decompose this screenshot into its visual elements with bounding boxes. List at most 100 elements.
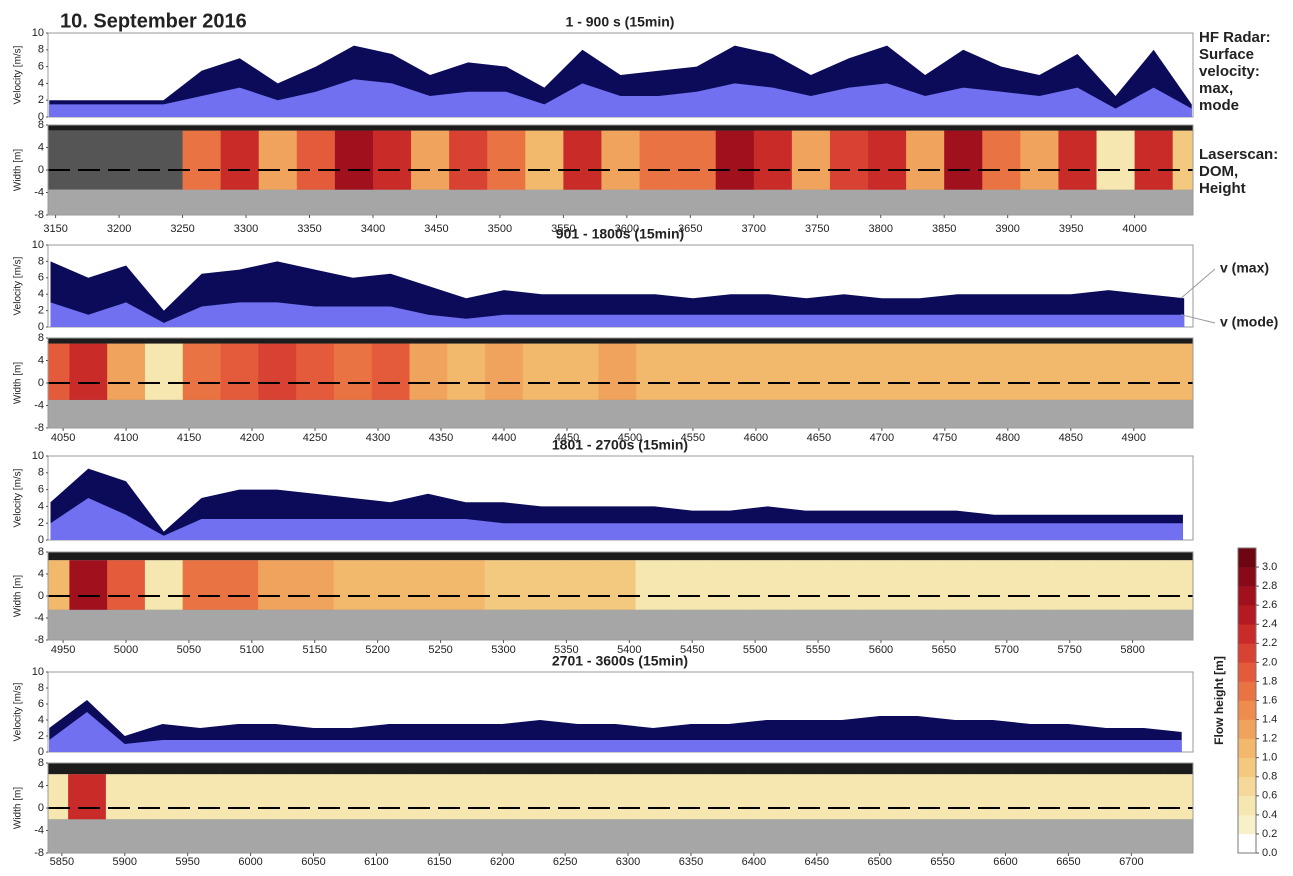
- y-axis-label: Velocity [m/s]: [13, 468, 24, 527]
- flow-cell: [640, 131, 679, 190]
- y-tick-label: 2: [38, 730, 44, 742]
- colorbar-bin: [1238, 815, 1256, 834]
- x-tick-label: 5300: [491, 644, 515, 656]
- flow-cell: [1125, 774, 1163, 819]
- x-tick-label: 5800: [1120, 644, 1144, 656]
- annotation: Height: [1199, 180, 1246, 197]
- flow-cell: [221, 344, 259, 400]
- flow-cell: [1163, 774, 1201, 819]
- y-axis-label: Velocity [m/s]: [13, 256, 24, 315]
- flow-cell: [297, 131, 336, 190]
- flow-cell: [598, 344, 636, 400]
- x-tick-label: 5600: [869, 644, 893, 656]
- y-tick-label: -4: [34, 186, 44, 198]
- colorbar-bin: [1238, 796, 1256, 815]
- colorbar-bin: [1238, 586, 1256, 605]
- flow-cell: [563, 131, 602, 190]
- x-tick-label: 4700: [870, 432, 894, 444]
- flow-cell: [824, 560, 862, 610]
- flow-cell: [1013, 560, 1051, 610]
- y-tick-label: 0: [38, 590, 44, 602]
- flow-cell: [1090, 344, 1128, 400]
- flow-cell: [712, 344, 750, 400]
- flow-cell: [145, 560, 183, 610]
- flow-cell: [409, 560, 447, 610]
- flow-cell: [370, 774, 408, 819]
- y-tick-label: 6: [38, 484, 44, 496]
- y-tick-label: 2: [38, 94, 44, 106]
- y-tick-label: 2: [38, 517, 44, 529]
- y-tick-label: 8: [38, 119, 44, 131]
- flow-cell: [560, 560, 598, 610]
- flow-cell: [716, 131, 755, 190]
- colorbar-tick-label: 3.0: [1262, 561, 1277, 573]
- flow-cell: [710, 774, 748, 819]
- x-tick-label: 3850: [932, 223, 956, 235]
- flow-cell: [487, 131, 526, 190]
- flow-cell: [601, 131, 640, 190]
- flow-cell: [974, 774, 1012, 819]
- legend-label: v (max): [1220, 260, 1269, 276]
- x-tick-label: 6350: [679, 856, 703, 868]
- annotation: Surface: [1199, 46, 1254, 63]
- colorbar-bin: [1238, 758, 1256, 777]
- bg-bottom: [48, 610, 1193, 640]
- flow-cell: [748, 774, 786, 819]
- flow-cell: [1014, 344, 1052, 400]
- panel-title: 1 - 900 s (15min): [566, 14, 675, 30]
- y-tick-label: 2: [38, 305, 44, 317]
- y-tick-label: 10: [32, 666, 44, 678]
- flow-cell: [906, 131, 945, 190]
- colorbar-tick-label: 0.6: [1262, 790, 1277, 802]
- x-tick-label: 5050: [177, 644, 201, 656]
- y-tick-label: 6: [38, 698, 44, 710]
- flow-cell: [181, 774, 219, 819]
- x-tick-label: 5250: [428, 644, 452, 656]
- heatmap: [48, 131, 1211, 190]
- flow-cell: [220, 560, 258, 610]
- x-tick-label: 5200: [365, 644, 389, 656]
- flow-cell: [1164, 560, 1202, 610]
- y-tick-label: -8: [34, 209, 44, 221]
- colorbar-bin: [1238, 720, 1256, 739]
- flow-cell: [1135, 131, 1174, 190]
- y-tick-label: 10: [32, 450, 44, 462]
- x-tick-label: 5100: [240, 644, 264, 656]
- flow-cell: [862, 560, 900, 610]
- colorbar-tick-label: 0.8: [1262, 771, 1277, 783]
- flow-cell: [483, 774, 521, 819]
- y-axis-label: Velocity [m/s]: [13, 682, 24, 741]
- y-tick-label: 10: [32, 27, 44, 39]
- flow-cell: [787, 344, 825, 400]
- annotation: max,: [1199, 80, 1233, 97]
- x-tick-label: 6600: [993, 856, 1017, 868]
- y-tick-label: -8: [34, 634, 44, 646]
- flow-cell: [408, 774, 446, 819]
- y-tick-label: -4: [34, 399, 44, 411]
- flow-cell: [296, 560, 334, 610]
- flow-cell: [938, 560, 976, 610]
- flow-cell: [525, 131, 564, 190]
- flow-cell: [485, 560, 523, 610]
- y-tick-label: 0: [38, 377, 44, 389]
- flow-cell: [1050, 774, 1088, 819]
- flow-cell: [1051, 560, 1089, 610]
- y-axis-label: Width [m]: [13, 362, 24, 404]
- y-tick-label: 8: [38, 332, 44, 344]
- x-tick-label: 5000: [114, 644, 138, 656]
- figure: 10. September 2016 0246810Velocity [m/s]…: [0, 0, 1293, 876]
- x-tick-label: 3700: [742, 223, 766, 235]
- bg-top: [48, 125, 1193, 131]
- heatmap: [30, 774, 1201, 819]
- flow-cell: [901, 344, 939, 400]
- x-tick-label: 6000: [238, 856, 262, 868]
- flow-cell: [447, 344, 485, 400]
- bg-bottom: [48, 819, 1193, 853]
- flow-cell: [944, 131, 983, 190]
- flow-cell: [523, 344, 561, 400]
- flow-cell: [792, 131, 831, 190]
- x-tick-label: 3350: [297, 223, 321, 235]
- legend-label: v (mode): [1220, 314, 1278, 330]
- colorbar-bin: [1238, 643, 1256, 662]
- colorbar-bin: [1238, 548, 1256, 567]
